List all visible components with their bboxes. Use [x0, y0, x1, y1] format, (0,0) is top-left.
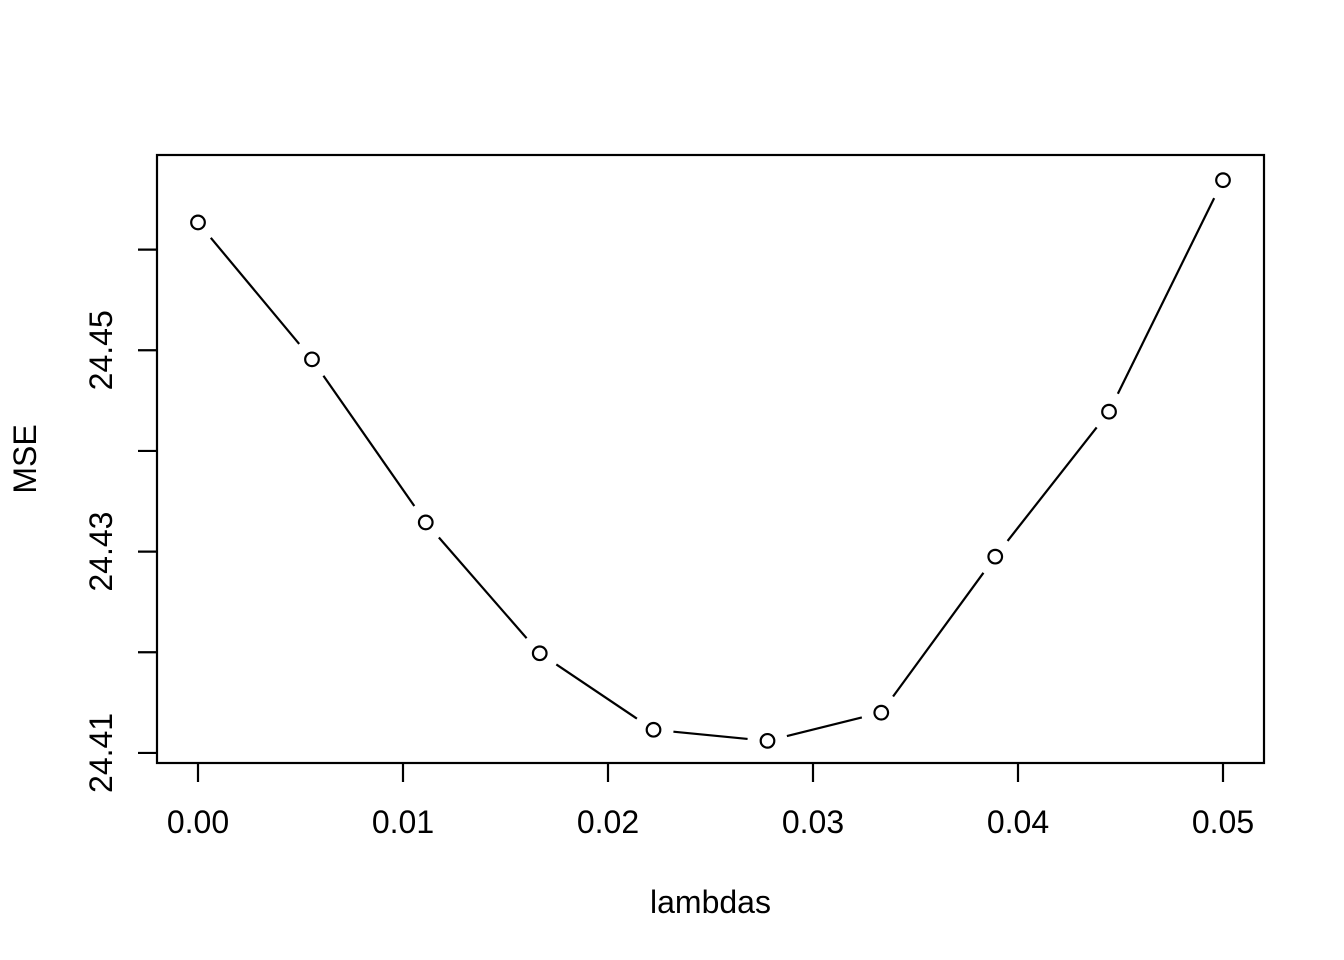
series-line-segment [209, 237, 301, 345]
y-axis-tick-label: 24.45 [83, 310, 119, 390]
x-axis-tick-label: 0.02 [577, 804, 639, 840]
data-point-marker [304, 351, 320, 368]
data-point-marker [645, 721, 662, 738]
series-line-segment [438, 536, 528, 639]
series-line-segment [1116, 197, 1216, 395]
plot-box-border [155, 153, 1266, 765]
y-axis-title: MSE [7, 424, 43, 493]
data-point-marker [1101, 403, 1117, 420]
series-line-segment [892, 572, 985, 698]
x-axis-tick-label: 0.04 [987, 804, 1049, 840]
data-point-marker [759, 732, 776, 749]
data-point-marker [531, 645, 548, 662]
series-line-segment [322, 375, 416, 507]
x-axis-title: lambdas [650, 884, 771, 920]
data-point-marker [417, 514, 434, 531]
x-axis-tick-label: 0.03 [782, 804, 844, 840]
x-axis-tick-label: 0.00 [167, 804, 229, 840]
series-line-segment [786, 716, 863, 738]
x-axis-tick-label: 0.01 [372, 804, 434, 840]
data-point-marker [190, 214, 206, 231]
x-axis-tick-label: 0.05 [1192, 804, 1254, 840]
data-point-marker [873, 704, 890, 721]
y-axis-tick-label: 24.43 [83, 512, 119, 592]
series-line-segment [1006, 426, 1098, 542]
data-point-marker [987, 548, 1004, 565]
series-line-segment [555, 663, 638, 720]
y-axis-tick-label: 24.41 [83, 713, 119, 793]
series-line-segment [673, 730, 748, 741]
data-point-marker [1215, 172, 1231, 189]
